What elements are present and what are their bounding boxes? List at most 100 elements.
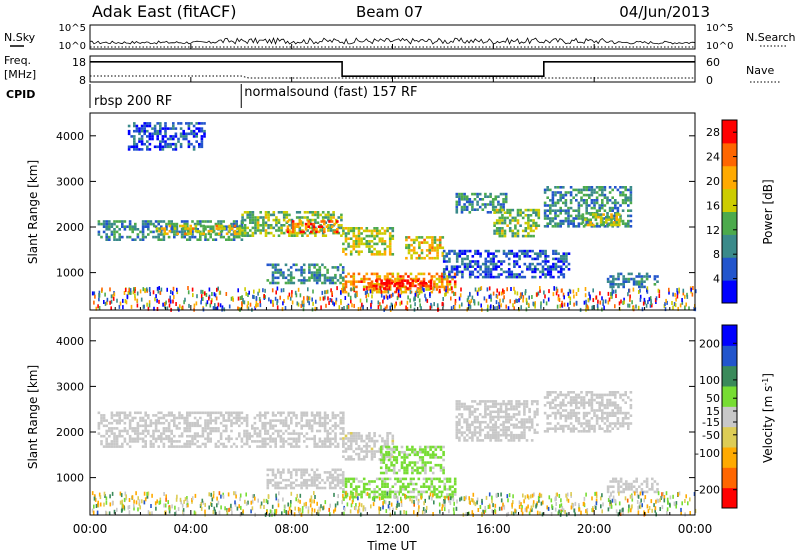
echo-cell xyxy=(559,393,562,397)
echo-cell xyxy=(491,203,495,206)
echo-cell xyxy=(362,242,366,246)
echo-cell xyxy=(246,231,249,235)
echo-cell xyxy=(391,275,395,278)
echo-cell xyxy=(582,430,586,433)
echo-cell xyxy=(287,471,290,474)
echo-cell xyxy=(225,238,228,241)
echo-cell xyxy=(299,222,303,226)
echo-cell xyxy=(342,450,345,453)
echo-cell xyxy=(593,409,596,412)
echo-cell xyxy=(113,419,116,422)
echo-cell xyxy=(388,279,391,282)
ground-scatter-cell xyxy=(288,292,291,297)
echo-cell xyxy=(498,221,502,225)
ground-scatter-cell xyxy=(324,295,326,300)
ground-scatter-cell xyxy=(469,291,471,296)
echo-cell xyxy=(420,251,424,255)
echo-cell xyxy=(455,402,459,406)
ground-scatter-cell xyxy=(388,294,391,299)
echo-cell xyxy=(539,249,542,253)
echo-cell xyxy=(411,284,415,288)
echo-cell xyxy=(157,220,160,223)
echo-cell xyxy=(471,200,474,204)
echo-cell xyxy=(565,252,568,255)
echo-cell xyxy=(621,201,625,205)
echo-cell xyxy=(424,445,427,449)
echo-cell xyxy=(593,191,596,194)
echo-cell xyxy=(533,428,537,432)
echo-cell xyxy=(433,477,436,481)
echo-cell xyxy=(362,458,366,461)
echo-cell xyxy=(219,421,223,425)
echo-cell xyxy=(386,290,389,294)
echo-cell xyxy=(272,213,276,217)
echo-cell xyxy=(471,270,475,274)
echo-cell xyxy=(435,288,439,291)
echo-cell xyxy=(448,275,451,279)
echo-cell xyxy=(582,417,586,420)
echo-cell xyxy=(442,450,445,454)
echo-cell xyxy=(504,200,508,204)
echo-cell xyxy=(282,411,285,415)
echo-cell xyxy=(185,137,188,141)
echo-cell xyxy=(523,433,526,437)
echo-cell xyxy=(277,229,281,232)
echo-cell xyxy=(264,234,268,237)
echo-cell xyxy=(284,440,288,443)
echo-cell xyxy=(179,142,183,146)
echo-cell xyxy=(582,398,586,402)
echo-cell xyxy=(160,416,163,420)
echo-cell xyxy=(243,429,246,433)
echo-cell xyxy=(186,440,189,443)
echo-cell xyxy=(269,226,273,230)
echo-cell xyxy=(484,262,488,266)
echo-cell xyxy=(308,421,311,425)
echo-cell xyxy=(567,219,570,223)
echo-cell xyxy=(217,220,220,223)
echo-cell xyxy=(403,456,406,459)
echo-cell xyxy=(271,437,275,441)
echo-cell xyxy=(601,411,604,415)
echo-cell xyxy=(564,219,568,223)
echo-cell xyxy=(178,445,181,448)
echo-cell xyxy=(269,213,273,217)
echo-cell xyxy=(108,429,111,433)
echo-cell xyxy=(562,186,565,189)
echo-cell xyxy=(321,273,324,277)
echo-cell xyxy=(214,222,218,226)
echo-cell xyxy=(575,225,578,228)
echo-cell xyxy=(525,418,529,421)
ground-scatter-cell xyxy=(509,299,511,304)
echo-cell xyxy=(225,228,228,231)
ground-scatter-cell xyxy=(486,287,489,292)
colorbar-tick-label: 16 xyxy=(706,199,720,212)
echo-cell xyxy=(562,196,565,199)
echo-cell xyxy=(504,420,508,424)
echo-cell xyxy=(513,273,516,276)
echo-cell xyxy=(352,432,356,435)
echo-cell xyxy=(648,275,651,278)
echo-cell xyxy=(386,245,389,248)
echo-cell xyxy=(173,424,176,428)
echo-cell xyxy=(556,225,560,228)
echo-cell xyxy=(97,233,101,236)
echo-cell xyxy=(360,437,363,440)
ground-scatter-cell xyxy=(555,291,558,296)
echo-cell xyxy=(297,484,301,487)
ground-scatter-cell xyxy=(255,304,257,309)
ground-scatter-cell xyxy=(144,288,146,293)
echo-cell xyxy=(160,227,164,230)
echo-cell xyxy=(554,404,557,407)
echo-cell xyxy=(315,276,319,280)
echo-cell xyxy=(362,445,366,448)
echo-cell xyxy=(113,437,116,441)
echo-cell xyxy=(279,434,283,438)
echo-cell xyxy=(502,203,505,206)
echo-cell xyxy=(381,480,384,483)
echo-cell xyxy=(313,437,316,441)
noise-left-tick-top: 10^5 xyxy=(59,23,86,34)
echo-cell xyxy=(282,211,286,214)
echo-cell xyxy=(505,255,508,258)
echo-cell xyxy=(279,440,283,443)
echo-cell xyxy=(396,285,400,289)
